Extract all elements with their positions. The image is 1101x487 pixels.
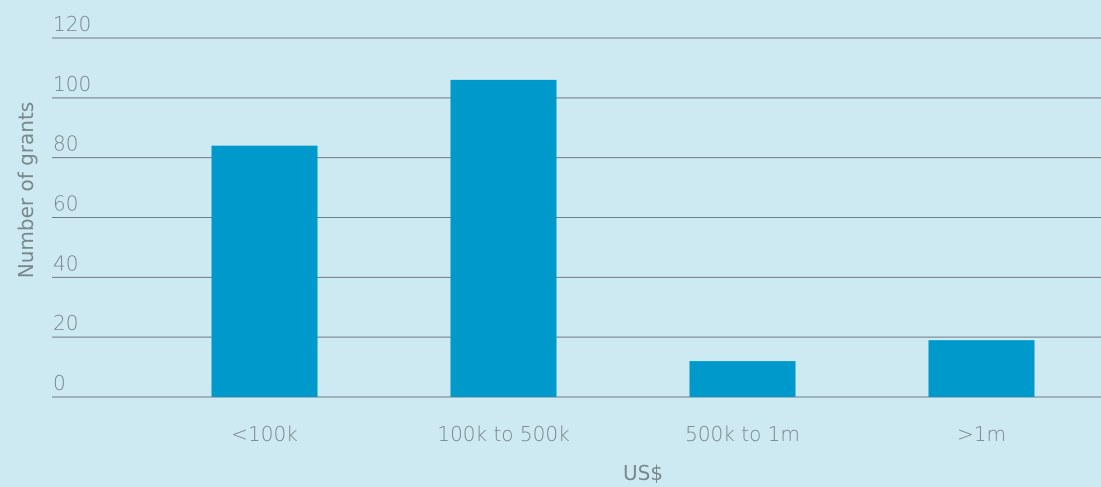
y-tick-label-40: 40 bbox=[53, 251, 78, 275]
x-axis-title: US$ bbox=[623, 461, 663, 485]
y-axis-ticks: 0 20 40 60 80 100 120 bbox=[53, 12, 91, 395]
x-axis-ticks: <100k 100k to 500k 500k to 1m >1m bbox=[231, 422, 1006, 446]
bar-0 bbox=[211, 145, 318, 397]
y-tick-label-20: 20 bbox=[53, 311, 78, 335]
x-tick-label-1: 100k to 500k bbox=[437, 422, 569, 446]
bar-3 bbox=[928, 340, 1035, 397]
y-tick-label-120: 120 bbox=[53, 12, 91, 36]
y-axis-title: Number of grants bbox=[14, 102, 38, 278]
y-tick-label-80: 80 bbox=[53, 132, 78, 156]
y-tick-label-100: 100 bbox=[53, 72, 91, 96]
y-tick-label-0: 0 bbox=[53, 371, 66, 395]
bar-2 bbox=[689, 361, 796, 397]
x-tick-label-2: 500k to 1m bbox=[685, 422, 800, 446]
x-tick-label-3: >1m bbox=[957, 422, 1006, 446]
bar-1 bbox=[450, 79, 557, 397]
bars bbox=[211, 79, 1035, 397]
x-tick-label-0: <100k bbox=[231, 422, 298, 446]
y-tick-label-60: 60 bbox=[53, 192, 78, 216]
